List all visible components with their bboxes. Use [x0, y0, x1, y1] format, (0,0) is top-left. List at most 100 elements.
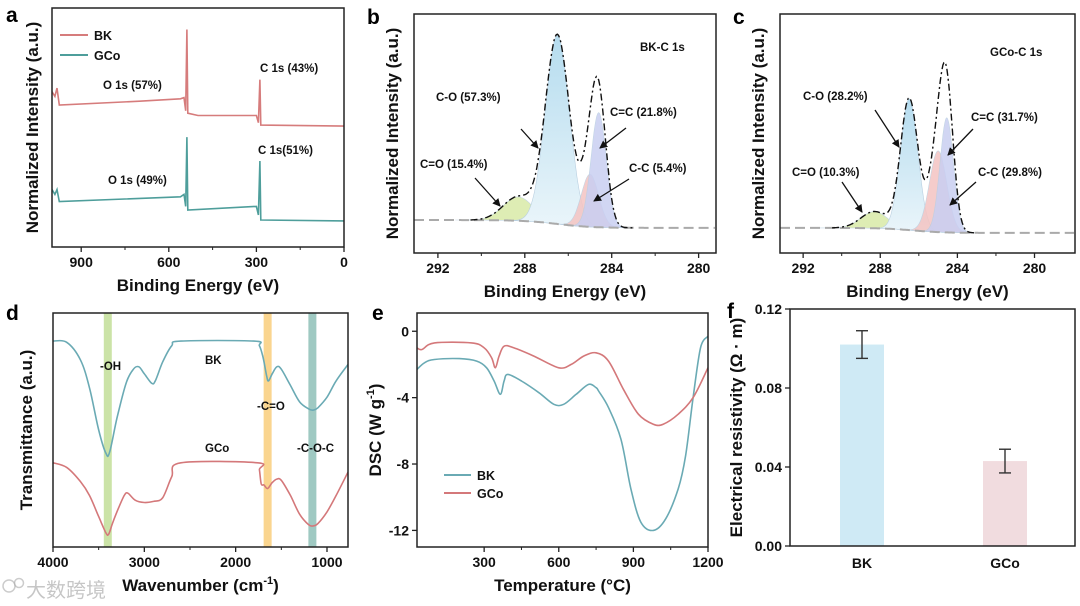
watermark-logo-icon — [2, 579, 16, 593]
x-tick-label: 3000 — [129, 554, 160, 570]
x-tick-label: 1200 — [692, 554, 723, 570]
x-axis-title: Temperature (°C) — [494, 576, 631, 595]
band-highlight — [308, 313, 317, 547]
y-axis-title-text: Normalized Intensity (a.u.) — [749, 28, 768, 240]
y-tick-label: -12 — [389, 522, 409, 538]
y-axis-title-text: Electrical resistivity (Ω · m) — [727, 318, 746, 538]
category-label: GCo — [990, 555, 1020, 571]
x-tick-label: 900 — [622, 554, 646, 570]
background-baseline — [414, 219, 715, 229]
series-line-gco — [53, 460, 348, 537]
axes-frame — [416, 312, 709, 548]
band-highlight — [103, 313, 112, 547]
bar-bk — [840, 344, 884, 546]
peak-annotation: O 1s (49%) — [108, 175, 167, 187]
series-line-bk — [52, 29, 344, 127]
x-axis-title: Binding Energy (eV) — [846, 282, 1008, 301]
arrow-icon — [874, 109, 900, 148]
panel-f: f BK GCo 0.00 0.04 0.08 0.12 Electrical resisti… — [727, 300, 1076, 571]
y-tick-label: 0 — [401, 323, 409, 339]
x-axis-title: Wavenumber (cm-1) — [122, 575, 279, 595]
panel-letter: d — [6, 302, 19, 325]
bar-gco — [983, 461, 1027, 546]
band-highlight — [263, 313, 272, 547]
component-label: C=C (21.8%) — [610, 107, 677, 119]
watermark-logo-icon — [13, 577, 25, 589]
error-bar — [856, 330, 868, 360]
series-line-bk — [417, 335, 708, 532]
x-tick-label: 4000 — [37, 554, 68, 570]
panel-a: a 900 600 300 0 Binding Energy (eV) Normalized… — [6, 4, 348, 295]
band-label: -C-O-C — [297, 443, 334, 455]
series-label: GCo — [205, 443, 229, 455]
plot-area — [53, 313, 348, 547]
y-tick-label: -4 — [397, 390, 410, 406]
x-tick-label: 292 — [426, 260, 450, 276]
arrow-icon — [841, 181, 863, 213]
x-tick-label: 1000 — [311, 554, 342, 570]
series-label: BK — [205, 355, 222, 367]
x-tick-label: 280 — [687, 260, 711, 276]
y-axis-title: Normalized Intensity (a.u.) — [23, 22, 42, 234]
peak-annotation: C 1s(51%) — [258, 145, 313, 157]
watermark: 大数跨境 — [2, 577, 106, 602]
component-label: C-C (5.4%) — [629, 163, 687, 175]
y-tick-label: 0.00 — [755, 538, 782, 554]
x-axis-title-text: Binding Energy (eV) — [484, 282, 646, 301]
axes-frame — [413, 13, 717, 254]
peak-annotation: C 1s (43%) — [260, 63, 318, 75]
x-tick-label: 2000 — [220, 554, 251, 570]
arrow-icon — [474, 177, 501, 207]
arrow-icon — [947, 128, 974, 156]
x-axis-title-text: Binding Energy (eV) — [846, 282, 1008, 301]
component-label: C-O (28.2%) — [803, 91, 868, 103]
panel-d: d 4000 3000 2000 1000 Wavenumber (cm-1) Transm… — [6, 302, 349, 595]
x-axis-title-text: Temperature (°C) — [494, 576, 631, 595]
x-axis-title: Binding Energy (eV) — [117, 276, 279, 295]
axes-frame — [789, 308, 1076, 547]
plot-area — [414, 33, 715, 229]
y-axis-title-text: DSC (W g — [366, 399, 385, 476]
peak-annotation: O 1s (57%) — [103, 80, 162, 92]
y-axis-title-text: Normalized Intensity (a.u.) — [23, 22, 42, 234]
plot-area — [52, 29, 344, 222]
component-label: C=O (15.4%) — [420, 159, 488, 171]
error-bar — [999, 448, 1011, 474]
x-axis-title-end: ) — [273, 576, 279, 595]
x-tick-label: 288 — [869, 260, 893, 276]
arrow-icon — [593, 178, 630, 202]
background-baseline — [780, 226, 1074, 234]
series-line-gco — [417, 341, 708, 427]
plot-area — [417, 335, 708, 532]
component-label: C=C (31.7%) — [971, 112, 1038, 124]
x-tick-label: 292 — [791, 260, 815, 276]
y-axis-title: Transmittance (a.u.) — [17, 350, 36, 511]
y-tick-label: 0.04 — [755, 459, 782, 475]
legend-label: GCo — [94, 49, 121, 63]
panel-letter: e — [372, 302, 384, 325]
x-tick-label: 284 — [600, 260, 624, 276]
y-axis-title: Normalized Intensity (a.u.) — [749, 28, 768, 240]
y-tick-label: 0.12 — [755, 301, 782, 317]
x-tick-label: 600 — [547, 554, 571, 570]
band-label: -C=O — [257, 401, 285, 413]
x-tick-label: 300 — [472, 554, 496, 570]
legend-label: BK — [477, 469, 495, 483]
y-tick-label: -8 — [397, 456, 410, 472]
y-axis-title-end: ) — [366, 384, 385, 390]
band-label: -OH — [100, 361, 121, 373]
panel-letter: f — [727, 300, 735, 323]
fitted-envelope — [470, 33, 633, 229]
x-tick-label: 900 — [70, 254, 94, 270]
x-tick-label: 288 — [513, 260, 537, 276]
spectrum-title: GCo-C 1s — [990, 47, 1042, 59]
category-label: BK — [852, 555, 872, 571]
arrow-icon — [599, 127, 627, 149]
arrow-icon — [949, 181, 977, 206]
panel-letter: b — [367, 6, 380, 29]
axes-frame — [52, 312, 349, 548]
panel-letter: a — [6, 4, 18, 27]
x-tick-label: 280 — [1023, 260, 1047, 276]
series-line-gco — [52, 137, 344, 222]
